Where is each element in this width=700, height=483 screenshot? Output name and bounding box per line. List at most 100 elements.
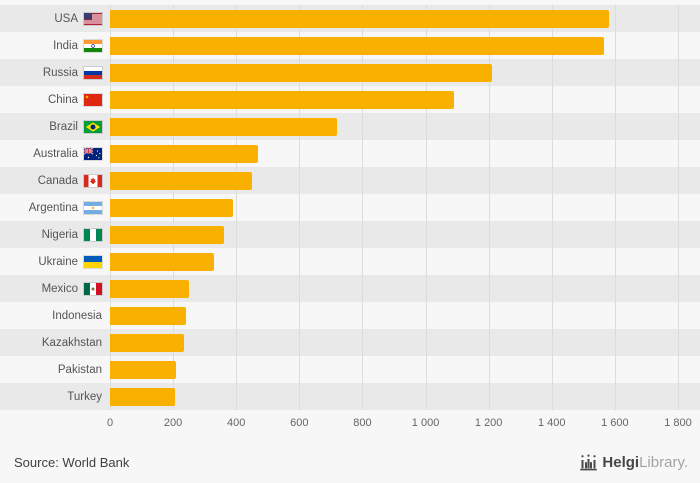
chart-row: Pakistan [0, 356, 700, 383]
au-flag-icon [84, 147, 102, 160]
chart-rows: USA India Russia China Brazil Australia Canada… [0, 5, 700, 410]
brand-primary-text: Helgi [602, 454, 640, 471]
bar-track [110, 90, 678, 109]
country-label: India [53, 39, 78, 52]
bar-track [110, 198, 678, 217]
bar-chart: USA India Russia China Brazil Australia Canada… [0, 5, 700, 436]
ng-flag-icon [84, 228, 102, 241]
x-tick-label: 800 [353, 417, 372, 429]
bar-track [110, 360, 678, 379]
bar-track [110, 171, 678, 190]
bar-track [110, 144, 678, 163]
bar[interactable] [110, 279, 189, 298]
chart-row: Mexico [0, 275, 700, 302]
chart-row: Argentina [0, 194, 700, 221]
chart-row: Australia [0, 140, 700, 167]
cn-flag-icon [84, 93, 102, 106]
chart-row: Brazil [0, 113, 700, 140]
category-label-cell: Mexico [0, 282, 110, 295]
x-tick-label: 0 [106, 417, 114, 429]
mx-flag-icon [84, 282, 102, 295]
bar[interactable] [110, 9, 609, 28]
country-label: Turkey [67, 390, 102, 403]
country-label: Indonesia [52, 309, 102, 322]
bar[interactable] [110, 36, 604, 55]
country-label: Pakistan [57, 363, 102, 376]
bar-track [110, 36, 678, 55]
category-label-cell: Indonesia [0, 310, 110, 322]
bar[interactable] [110, 225, 224, 244]
bar[interactable] [110, 144, 259, 163]
category-label-cell: Russia [0, 66, 110, 79]
country-label: Ukraine [38, 255, 78, 268]
bar-track [110, 252, 678, 271]
country-label: Canada [37, 174, 78, 187]
category-label-cell: Turkey [0, 391, 110, 403]
br-flag-icon [84, 120, 102, 133]
category-label-cell: Nigeria [0, 228, 110, 241]
bar[interactable] [110, 252, 215, 271]
category-label-cell: China [0, 93, 110, 106]
bar-track [110, 387, 678, 406]
x-tick-label: 1 800 [664, 417, 692, 429]
country-label: Nigeria [41, 228, 78, 241]
bar-track [110, 225, 678, 244]
bar-track [110, 117, 678, 136]
country-label: USA [54, 12, 78, 25]
country-label: Argentina [28, 201, 78, 214]
bar-track [110, 306, 678, 325]
bar[interactable] [110, 306, 186, 325]
country-label: Kazakhstan [41, 336, 102, 349]
bar-track [110, 333, 678, 352]
chart-row: USA [0, 5, 700, 32]
helgilibrary-wordmark: HelgiLibrary. [602, 454, 688, 471]
bar[interactable] [110, 198, 234, 217]
helgilibrary-icon [579, 454, 598, 471]
country-label: Mexico [41, 282, 78, 295]
country-label: Russia [42, 66, 78, 79]
bar[interactable] [110, 117, 338, 136]
ar-flag-icon [84, 201, 102, 214]
x-tick-label: 1 200 [474, 417, 503, 429]
chart-row: Indonesia [0, 302, 700, 329]
chart-row: Nigeria [0, 221, 700, 248]
ca-flag-icon [84, 174, 102, 187]
chart-row: Kazakhstan [0, 329, 700, 356]
category-label-cell: Australia [0, 147, 110, 160]
in-flag-icon [84, 39, 102, 52]
bar[interactable] [110, 63, 492, 82]
chart-footer: Source: World Bank HelgiLibrary. [0, 454, 700, 471]
x-tick-label: 400 [227, 417, 246, 429]
bar[interactable] [110, 360, 177, 379]
chart-row: Turkey [0, 383, 700, 410]
x-tick-label: 1 000 [411, 417, 440, 429]
bar-track [110, 9, 678, 28]
country-label: Brazil [49, 120, 78, 133]
category-label-cell: Ukraine [0, 255, 110, 268]
brand-secondary-text: Library. [639, 454, 688, 471]
bar[interactable] [110, 333, 185, 352]
category-label-cell: Argentina [0, 201, 110, 214]
x-tick-label: 1 400 [538, 417, 566, 429]
x-tick-label: 1 600 [601, 417, 629, 429]
category-label-cell: Kazakhstan [0, 337, 110, 349]
chart-row: Canada [0, 167, 700, 194]
us-flag-icon [84, 12, 102, 25]
category-label-cell: USA [0, 12, 110, 25]
country-label: Australia [33, 147, 78, 160]
x-tick-label: 200 [163, 417, 183, 429]
bar[interactable] [110, 171, 252, 190]
category-label-cell: Brazil [0, 120, 110, 133]
chart-row: India [0, 32, 700, 59]
bar[interactable] [110, 90, 454, 109]
category-label-cell: Pakistan [0, 364, 110, 376]
x-axis: 0 200 400 600 800 1 000 1 200 1 400 1 600 1 800 [106, 410, 692, 436]
country-label: China [47, 93, 78, 106]
category-label-cell: India [0, 39, 110, 52]
category-label-cell: Canada [0, 174, 110, 187]
bar[interactable] [110, 387, 175, 406]
bar-track [110, 279, 678, 298]
helgilibrary-logo[interactable]: HelgiLibrary. [579, 454, 688, 471]
ua-flag-icon [84, 255, 102, 268]
